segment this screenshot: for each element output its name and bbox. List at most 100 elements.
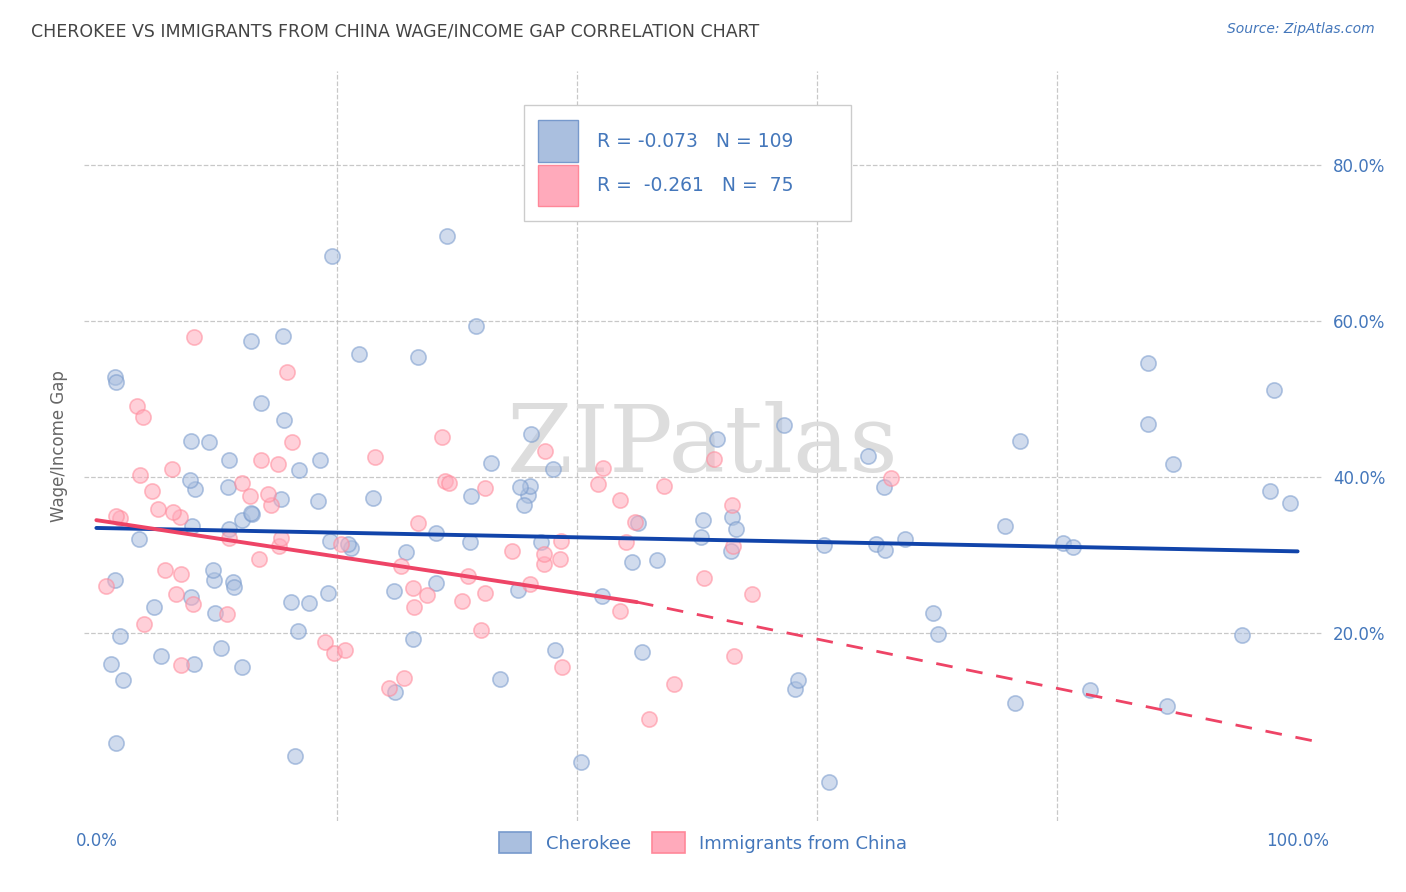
Point — [270, 491, 292, 506]
Point — [470, 623, 492, 637]
Point — [269, 539, 291, 553]
Point — [873, 480, 896, 494]
Point — [1156, 698, 1178, 713]
Point — [1161, 457, 1184, 471]
Y-axis label: Wage/Income Gap: Wage/Income Gap — [49, 370, 67, 522]
Point — [125, 399, 148, 413]
Point — [217, 481, 239, 495]
Point — [287, 462, 309, 476]
Point — [141, 484, 163, 499]
Point — [218, 453, 240, 467]
Point — [180, 518, 202, 533]
Point — [218, 523, 240, 537]
Text: R =  -0.261   N =  75: R = -0.261 N = 75 — [596, 176, 793, 194]
Point — [105, 509, 128, 524]
Point — [592, 460, 614, 475]
Point — [725, 522, 748, 536]
Point — [104, 573, 127, 587]
Point — [425, 576, 447, 591]
Point — [108, 510, 131, 524]
Point — [439, 475, 461, 490]
Text: R = -0.073   N = 109: R = -0.073 N = 109 — [596, 131, 793, 151]
Point — [384, 584, 406, 599]
Point — [1062, 541, 1084, 555]
Point — [520, 426, 543, 441]
Point — [250, 396, 273, 410]
Point — [474, 481, 496, 495]
Point — [548, 552, 571, 566]
Point — [363, 491, 385, 506]
Point — [415, 588, 437, 602]
Point — [879, 470, 901, 484]
Point — [425, 526, 447, 541]
Point — [267, 457, 290, 471]
Point — [721, 498, 744, 512]
Point — [329, 537, 352, 551]
Point — [239, 489, 262, 503]
Point — [506, 583, 529, 598]
Point — [280, 595, 302, 609]
Point — [721, 539, 744, 553]
Point — [787, 673, 810, 687]
Point — [922, 606, 945, 620]
Point — [620, 555, 643, 569]
Point — [1078, 683, 1101, 698]
Point — [1052, 536, 1074, 550]
Point — [894, 532, 917, 546]
Point — [105, 736, 128, 750]
Point — [307, 493, 329, 508]
Point — [271, 328, 294, 343]
Point — [240, 507, 263, 521]
Point — [148, 502, 170, 516]
Point — [202, 574, 225, 588]
Point — [1136, 356, 1159, 370]
Point — [179, 474, 201, 488]
Point — [609, 605, 631, 619]
Point — [1136, 417, 1159, 432]
Point — [231, 475, 253, 490]
Point — [276, 365, 298, 379]
Point — [257, 487, 280, 501]
Point — [340, 541, 363, 556]
Point — [741, 586, 763, 600]
Point — [260, 498, 283, 512]
Point — [110, 629, 132, 643]
Point — [550, 534, 572, 549]
Point — [654, 478, 676, 492]
Point — [817, 774, 839, 789]
Point — [530, 535, 553, 549]
Point — [720, 544, 742, 558]
Point — [347, 347, 370, 361]
Point — [183, 330, 205, 344]
Point — [389, 559, 412, 574]
Point — [721, 510, 744, 524]
Text: Source: ZipAtlas.com: Source: ZipAtlas.com — [1227, 22, 1375, 37]
Point — [1263, 383, 1285, 397]
Point — [631, 645, 654, 659]
Point — [591, 590, 613, 604]
Point — [131, 410, 153, 425]
Point — [509, 480, 531, 494]
Text: ZIPatlas: ZIPatlas — [508, 401, 898, 491]
Point — [104, 370, 127, 384]
Point — [773, 417, 796, 432]
Point — [927, 627, 949, 641]
Point — [209, 640, 232, 655]
Point — [273, 413, 295, 427]
Point — [298, 596, 321, 610]
Point — [533, 547, 555, 561]
Point — [541, 462, 564, 476]
Point — [395, 544, 418, 558]
Point — [569, 755, 592, 769]
Point — [813, 538, 835, 552]
Point — [404, 599, 426, 614]
Point — [218, 531, 240, 545]
Point — [690, 530, 713, 544]
Point — [586, 476, 609, 491]
Point — [281, 435, 304, 450]
Point — [231, 513, 253, 527]
Point — [465, 318, 488, 333]
Point — [287, 624, 309, 638]
Point — [183, 657, 205, 671]
Point — [534, 444, 557, 458]
